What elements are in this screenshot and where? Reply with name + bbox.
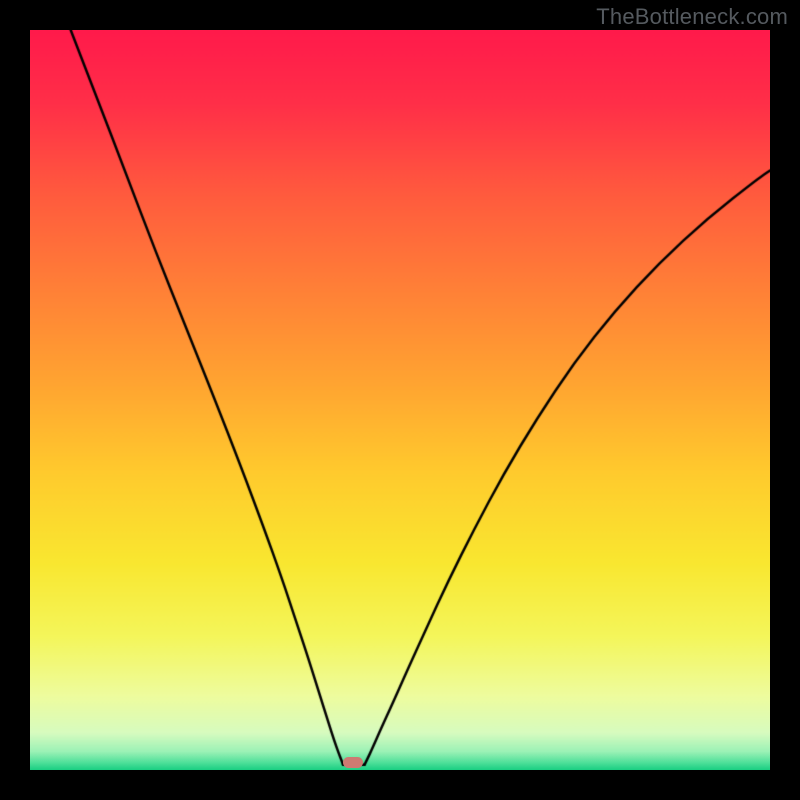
chart-frame: TheBottleneck.com [0,0,800,800]
plot-area [30,30,770,770]
watermark-text: TheBottleneck.com [596,4,788,30]
optimal-point-marker [343,757,363,768]
bottleneck-curve [30,30,770,770]
